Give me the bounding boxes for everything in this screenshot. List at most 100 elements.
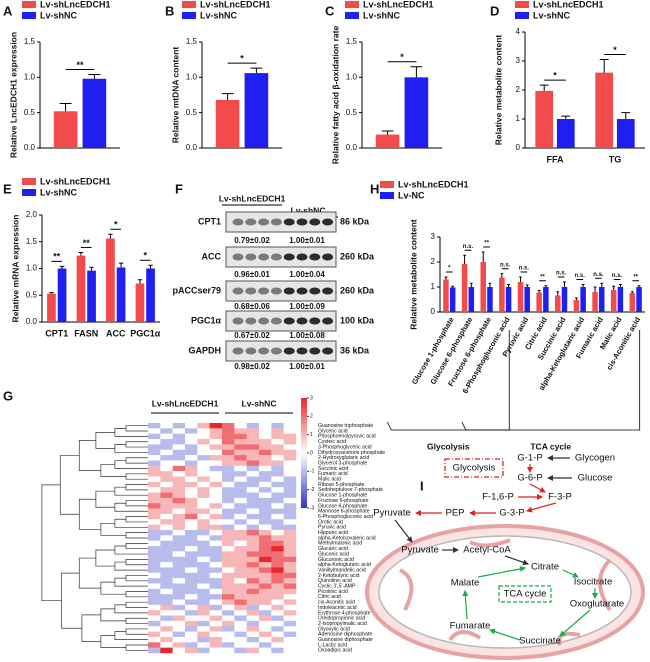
panel-label: D <box>490 3 499 18</box>
heatmap-cell <box>283 428 297 434</box>
dendrogram <box>125 617 148 624</box>
error-bar <box>581 284 585 287</box>
dendrogram <box>114 427 148 437</box>
group-label: Glycolysis <box>427 441 470 451</box>
heatmap-cell <box>197 455 210 461</box>
heatmap-cell <box>271 508 284 515</box>
heatmap-cell <box>222 556 235 563</box>
heatmap-cell <box>197 471 210 477</box>
legend-label: Lv-shNC <box>363 10 401 20</box>
blot-band <box>232 347 244 355</box>
blot-band <box>283 317 295 325</box>
bar <box>617 287 624 312</box>
bar <box>487 287 493 312</box>
heatmap-cell <box>197 594 210 600</box>
error-bar <box>599 59 609 73</box>
heatmap-cell <box>222 439 235 445</box>
pathway-node: Isocitrate <box>574 577 613 588</box>
heatmap-cell <box>160 588 173 595</box>
heatmap-cell <box>283 631 297 638</box>
heatmap-cell <box>271 615 284 622</box>
row-label: 2-Hydroxyglutaric acid <box>318 455 369 461</box>
heatmap-cell <box>246 610 260 616</box>
heatmap-cell <box>185 519 198 525</box>
blot-band <box>296 347 308 355</box>
heatmap-cell <box>271 610 284 616</box>
heatmap-cell <box>259 503 272 509</box>
bar <box>87 270 96 322</box>
heatmap-cell <box>283 535 297 541</box>
heatmap-cell <box>259 465 272 472</box>
blot-band <box>322 347 334 355</box>
heatmap-cell <box>271 465 284 472</box>
heatmap-cell <box>209 476 223 483</box>
heatmap-cell <box>172 529 186 536</box>
legend-swatch <box>22 178 36 185</box>
heatmap-cell <box>259 540 272 547</box>
heatmap-cell <box>246 647 260 654</box>
heatmap-cell <box>271 583 284 590</box>
heatmap-cell <box>234 471 247 477</box>
error-bar <box>59 265 65 269</box>
heatmap-cell <box>222 481 235 488</box>
legend-label: Lv-shLncEDCH1 <box>363 0 434 9</box>
dendrogram <box>125 516 148 523</box>
heatmap-cell <box>172 481 186 488</box>
pathway-arrow <box>489 628 521 641</box>
heatmap-cell <box>234 615 247 622</box>
heatmap-cell <box>148 588 161 595</box>
dendrogram <box>114 486 148 496</box>
heatmap-cell <box>160 524 173 531</box>
heatmap-cell <box>222 562 235 568</box>
legend-label: Lv-shLncEDCH1 <box>40 176 111 186</box>
heatmap-cell <box>283 497 297 504</box>
heatmap-cell <box>259 567 272 573</box>
heatmap-cell <box>246 519 260 525</box>
blot-band <box>232 287 244 295</box>
heatmap-cell <box>172 487 186 493</box>
heatmap-cell <box>271 626 284 632</box>
heatmap-cell <box>234 487 247 493</box>
heatmap-cell <box>172 439 186 445</box>
heatmap-cell <box>283 433 297 440</box>
row-label: Cyclic 3',5'-AMP <box>318 584 356 590</box>
dendrogram <box>125 628 148 635</box>
heatmap-cell <box>222 471 235 477</box>
protein-label: CPT1 <box>198 216 221 226</box>
pathway-node: Acetyl-CoA <box>463 545 511 556</box>
heatmap-cell <box>185 620 198 627</box>
heatmap-cell <box>246 439 260 445</box>
heatmap-cell <box>185 556 198 563</box>
quant-label: 0.96±0.01 <box>234 270 270 279</box>
heatmap-cell <box>271 513 284 520</box>
row-label: 2-Isopropylmalic acid <box>318 621 367 627</box>
heatmap-cell <box>209 519 223 525</box>
heatmap-cell <box>209 449 223 456</box>
legend-swatch <box>22 12 36 19</box>
heatmap-cell <box>259 562 272 568</box>
heatmap-cell <box>160 519 173 525</box>
heatmap-cell <box>222 551 235 557</box>
row-label: alpha-Ketoglutaric acid <box>318 562 371 568</box>
pathway-node: Malate <box>451 578 480 589</box>
heatmap-cell <box>222 487 235 493</box>
heatmap-cell <box>259 610 272 616</box>
heatmap-cell <box>185 594 198 600</box>
heatmap-cell <box>209 594 223 600</box>
heatmap-cell <box>283 513 297 520</box>
heatmap-cell <box>197 599 210 606</box>
blot-band <box>232 253 244 261</box>
heatmap-cell <box>148 535 161 541</box>
heatmap-cell <box>271 540 284 547</box>
dendrogram <box>114 518 148 528</box>
heatmap-cell <box>197 497 210 504</box>
heatmap-cell <box>185 481 198 488</box>
heatmap-cell <box>222 610 235 616</box>
bar <box>592 292 598 312</box>
heatmap-cell <box>148 433 161 440</box>
heatmap-cell <box>222 455 235 461</box>
blot-band <box>309 317 321 325</box>
heatmap-cell <box>234 578 247 584</box>
heatmap-cell <box>283 546 297 552</box>
blot-band <box>258 317 270 325</box>
